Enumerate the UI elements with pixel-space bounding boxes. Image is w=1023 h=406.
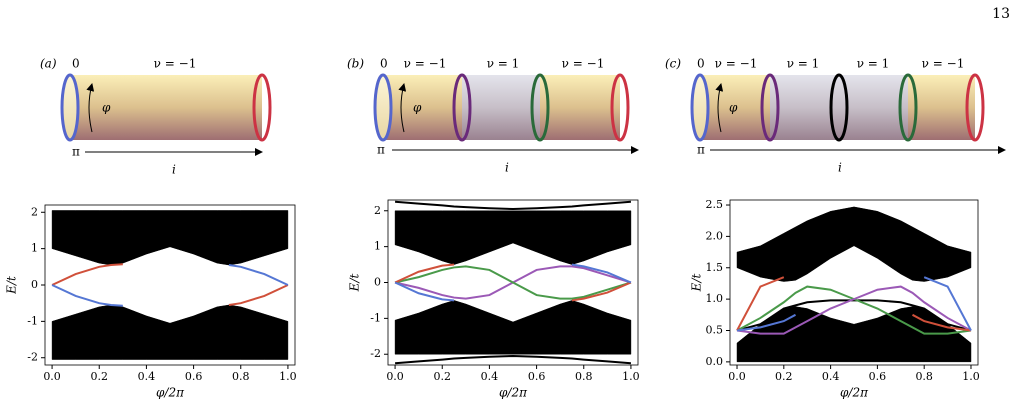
y-axis-label: E/t [348, 274, 362, 293]
x-tick-label: 0.2 [433, 370, 451, 383]
band-line [394, 263, 632, 302]
axes-frame [729, 199, 979, 366]
i-label: i [172, 163, 176, 177]
region-label: ν = −1 [715, 57, 758, 71]
y-tick-label: 2.0 [706, 229, 724, 242]
x-tick-label: 1.0 [622, 370, 640, 383]
bulk-band [736, 306, 972, 363]
panel-label: (b) [347, 57, 364, 71]
band-line [394, 263, 632, 302]
y-tick-label: 0 [374, 276, 381, 289]
y-tick-label: 0.0 [706, 355, 724, 368]
cylinder-c [690, 73, 1006, 154]
band-line [394, 200, 631, 210]
region-label: ν = 1 [487, 57, 520, 71]
bulk-band [736, 206, 972, 282]
x-axis-label: φ/2π [499, 386, 528, 400]
x-tick-label: 0.8 [232, 370, 250, 383]
region-label: ν = −1 [922, 57, 965, 71]
cylinder-a [60, 73, 272, 156]
y-tick-label: 1.0 [706, 292, 724, 305]
y-tick-label: -2 [27, 351, 38, 364]
region-label: ν = 1 [787, 57, 820, 71]
x-tick-label: 0.0 [386, 370, 404, 383]
page-number: 13 [992, 6, 1010, 22]
band-line [51, 264, 289, 307]
panel-label: (a) [40, 57, 57, 71]
phase-pi: π [377, 143, 385, 157]
y-tick-label: 0 [31, 278, 38, 291]
x-axis-label: φ/2π [156, 386, 185, 400]
phi-label: φ [102, 101, 111, 115]
plot-area [51, 210, 289, 360]
i-label: i [838, 161, 842, 175]
y-tick-label: -2 [370, 347, 381, 360]
phase-zero: 0 [72, 57, 80, 71]
region-label: ν = −1 [562, 57, 605, 71]
y-tick-label: -1 [370, 311, 381, 324]
bulk-band [394, 300, 632, 355]
y-tick-label: 1 [374, 240, 381, 253]
x-tick-label: 0.4 [822, 370, 840, 383]
bulk-band [51, 304, 289, 360]
y-tick-label: 1.5 [706, 261, 724, 274]
band-line [394, 355, 631, 365]
y-tick-label: 2 [374, 204, 381, 217]
phase-zero: 0 [380, 57, 388, 71]
x-tick-label: 0.8 [915, 370, 933, 383]
region-label: ν = 1 [857, 57, 890, 71]
y-axis-label: E/t [690, 274, 704, 293]
x-axis-label: φ/2π [840, 386, 869, 400]
phi-label: φ [413, 101, 422, 115]
region-label: ν = −1 [154, 57, 197, 71]
y-tick-label: -1 [27, 314, 38, 327]
y-tick-label: 0.5 [706, 323, 724, 336]
y-tick-label: 2 [31, 205, 38, 218]
band-line [736, 276, 972, 332]
band-line [51, 263, 289, 306]
phi-label: φ [729, 101, 738, 115]
band-line [736, 276, 972, 332]
band-line [736, 299, 972, 332]
phase-pi: π [72, 145, 80, 159]
bulk-band [394, 210, 632, 265]
panel-label: (c) [665, 57, 681, 71]
x-tick-label: 1.0 [962, 370, 980, 383]
cylinder-b [373, 73, 639, 154]
y-tick-label: 1 [31, 242, 38, 255]
y-axis-label: E/t [5, 276, 19, 295]
x-tick-label: 0.2 [90, 370, 108, 383]
plot-area [394, 200, 632, 365]
x-tick-label: 0.0 [43, 370, 61, 383]
x-tick-label: 1.0 [279, 370, 297, 383]
phase-zero: 0 [697, 57, 705, 71]
band-line [394, 265, 632, 300]
i-label: i [505, 161, 509, 175]
x-tick-label: 0.8 [575, 370, 593, 383]
x-tick-label: 0.6 [185, 370, 203, 383]
phase-pi: π [697, 143, 705, 157]
x-tick-label: 0.6 [869, 370, 887, 383]
y-tick-label: 2.5 [706, 198, 724, 211]
x-tick-label: 0.2 [775, 370, 793, 383]
x-tick-label: 0.4 [481, 370, 499, 383]
x-tick-label: 0.4 [138, 370, 156, 383]
region-label: ν = −1 [404, 57, 447, 71]
x-tick-label: 0.6 [528, 370, 546, 383]
band-line [736, 285, 972, 335]
plot-area [736, 206, 972, 363]
bulk-band [51, 210, 289, 266]
x-tick-label: 0.0 [728, 370, 746, 383]
